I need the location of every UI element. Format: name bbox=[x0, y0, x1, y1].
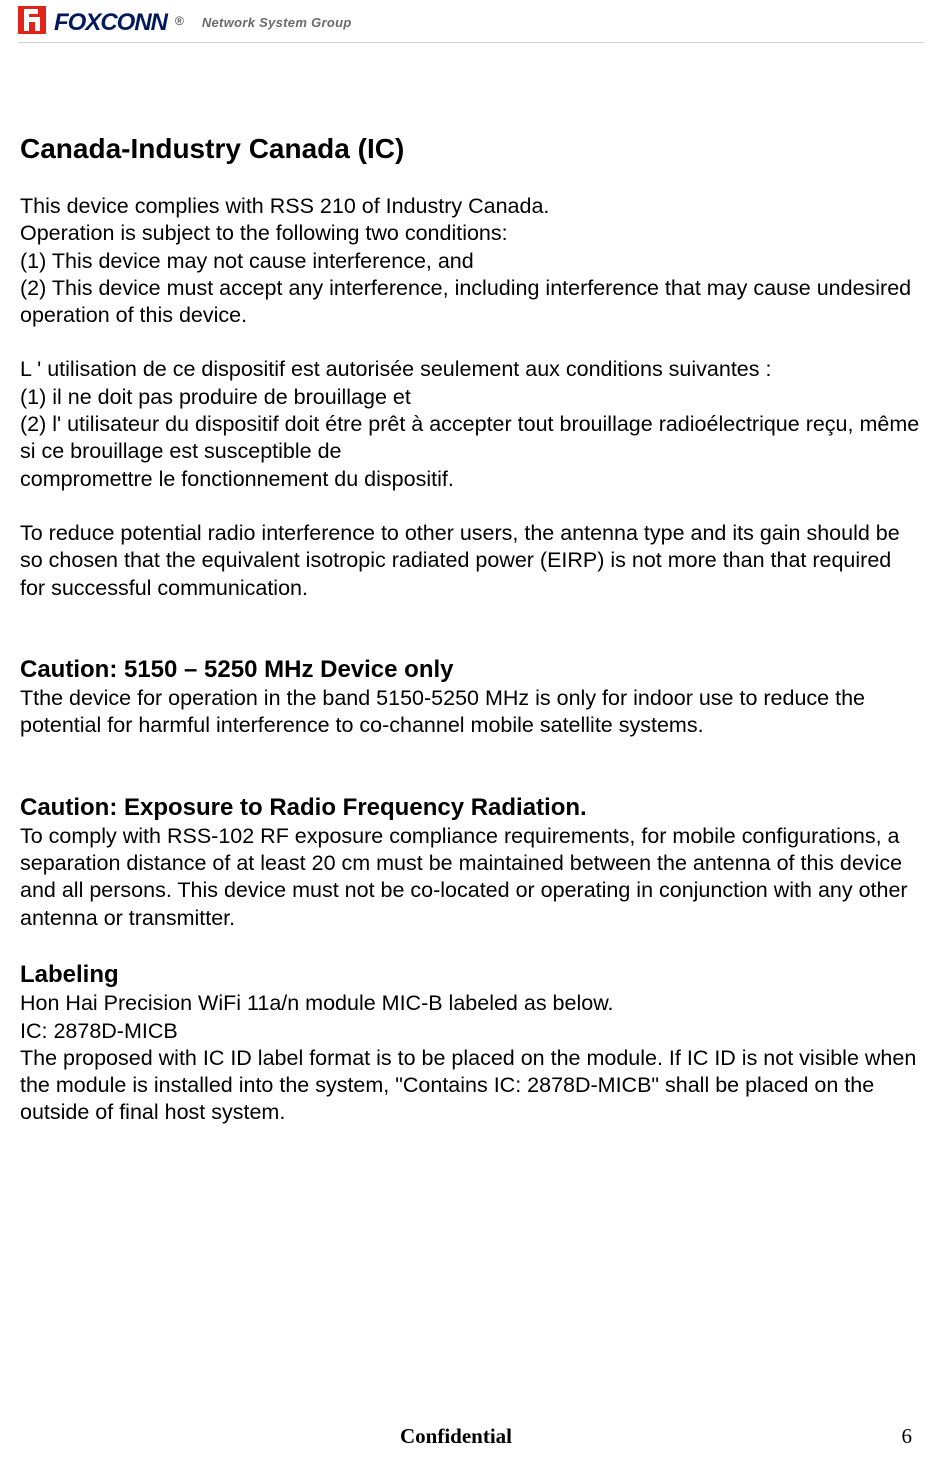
document-page: FOXCONN ® Network System Group Canada-In… bbox=[0, 0, 942, 1467]
body-text: Operation is subject to the following tw… bbox=[20, 220, 922, 247]
page-header: FOXCONN ® Network System Group bbox=[18, 0, 924, 40]
paragraph-spacer bbox=[20, 932, 922, 959]
paragraph-spacer bbox=[20, 329, 922, 356]
section-spacer bbox=[20, 602, 922, 654]
document-body: Canada-Industry Canada (IC) This device … bbox=[18, 43, 924, 1127]
company-subtitle: Network System Group bbox=[202, 15, 352, 30]
foxconn-logo-icon bbox=[18, 6, 46, 39]
company-logo: FOXCONN ® Network System Group bbox=[18, 6, 352, 39]
body-text: (1) This device may not cause interferen… bbox=[20, 248, 922, 275]
section-title-ic: Canada-Industry Canada (IC) bbox=[20, 133, 922, 165]
body-text: (1) il ne doit pas produire de brouillag… bbox=[20, 384, 922, 411]
section-title-labeling: Labeling bbox=[20, 959, 922, 990]
page-number: 6 bbox=[902, 1424, 913, 1449]
body-text: (2) l' utilisateur du dispositif doit ét… bbox=[20, 411, 922, 466]
section-title-caution-band: Caution: 5150 – 5250 MHz Device only bbox=[20, 654, 922, 685]
paragraph-spacer bbox=[20, 493, 922, 520]
company-name: FOXCONN bbox=[54, 9, 167, 37]
body-text: L ' utilisation de ce dispositif est aut… bbox=[20, 356, 922, 383]
registered-trademark-icon: ® bbox=[175, 14, 184, 28]
body-text: Tthe device for operation in the band 51… bbox=[20, 685, 922, 740]
footer-label: Confidential bbox=[400, 1424, 512, 1449]
body-text: The proposed with IC ID label format is … bbox=[20, 1045, 922, 1127]
body-text: To reduce potential radio interference t… bbox=[20, 520, 922, 602]
section-title-caution-rf: Caution: Exposure to Radio Frequency Rad… bbox=[20, 792, 922, 823]
page-footer: Confidential 6 bbox=[0, 1424, 942, 1449]
section-spacer bbox=[20, 740, 922, 792]
body-text: (2) This device must accept any interfer… bbox=[20, 275, 922, 330]
body-text: IC: 2878D-MICB bbox=[20, 1018, 922, 1045]
body-text: This device complies with RSS 210 of Ind… bbox=[20, 193, 922, 220]
body-text: To comply with RSS-102 RF exposure compl… bbox=[20, 823, 922, 932]
body-text: Hon Hai Precision WiFi 11a/n module MIC-… bbox=[20, 990, 922, 1017]
body-text: compromettre le fonctionnement du dispos… bbox=[20, 466, 922, 493]
